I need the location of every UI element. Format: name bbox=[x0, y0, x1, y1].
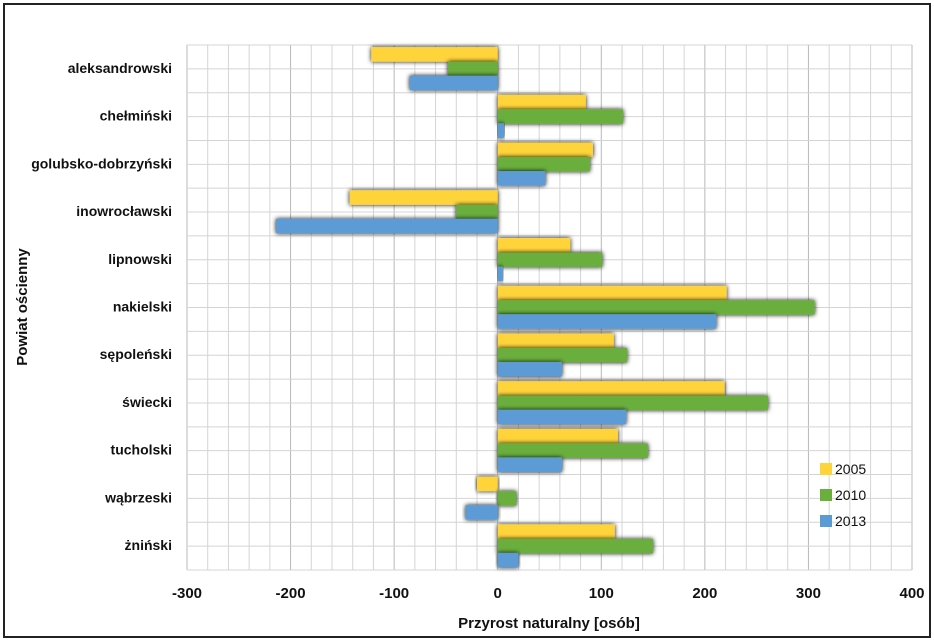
bar-2013-1 bbox=[497, 123, 504, 138]
bar-2005-2 bbox=[497, 142, 593, 158]
x-tick-label: 200 bbox=[692, 585, 717, 602]
x-tick-label: -200 bbox=[276, 585, 306, 602]
bar-2013-7 bbox=[497, 409, 627, 425]
bar-2005-6 bbox=[497, 333, 614, 348]
x-tick-label: 0 bbox=[494, 585, 502, 602]
bar-2005-7 bbox=[497, 381, 725, 396]
bar-2010-10 bbox=[497, 538, 654, 554]
bar-2005-3 bbox=[349, 190, 498, 205]
bar-2010-1 bbox=[497, 109, 624, 124]
category-label: chełmiński bbox=[100, 108, 172, 124]
category-label: lipnowski bbox=[108, 251, 172, 267]
legend-label-2013: 2013 bbox=[835, 513, 866, 529]
category-labels: aleksandrowski chełmiński golubsko-dobrzyń… bbox=[31, 60, 172, 553]
bar-2013-5 bbox=[497, 314, 717, 329]
bar-2005-10 bbox=[497, 524, 615, 539]
x-tick-labels: -300 -200 -100 0 100 200 300 400 bbox=[172, 585, 925, 602]
legend-label-2005: 2005 bbox=[835, 461, 866, 477]
category-label: świecki bbox=[122, 394, 172, 410]
category-label: inowrocławski bbox=[76, 203, 172, 219]
bars bbox=[276, 47, 815, 568]
category-label: żniński bbox=[125, 537, 172, 553]
bar-2010-2 bbox=[497, 157, 590, 172]
x-tick-label: 300 bbox=[796, 585, 821, 602]
legend: 2005 2010 2013 bbox=[820, 461, 866, 529]
bar-2013-8 bbox=[497, 457, 562, 472]
legend-swatch-2013 bbox=[820, 515, 832, 527]
bar-2005-4 bbox=[497, 238, 571, 253]
category-label: wąbrzeski bbox=[104, 489, 172, 505]
x-tick-label: -300 bbox=[172, 585, 202, 602]
x-tick-label: 400 bbox=[899, 585, 924, 602]
bar-2013-2 bbox=[497, 171, 546, 186]
bar-2010-3 bbox=[456, 204, 498, 220]
bar-2010-6 bbox=[497, 347, 628, 363]
y-axis-title: Powiat ościenny bbox=[14, 248, 31, 366]
x-tick-label: -100 bbox=[379, 585, 409, 602]
category-label: nakielski bbox=[113, 299, 172, 315]
bar-2013-3 bbox=[276, 218, 498, 234]
x-tick-label: 100 bbox=[589, 585, 614, 602]
bar-2005-1 bbox=[497, 94, 586, 110]
bar-2013-9 bbox=[465, 505, 498, 520]
bar-2005-8 bbox=[497, 428, 618, 444]
category-label: aleksandrowski bbox=[68, 60, 172, 76]
bar-2005-9 bbox=[477, 476, 498, 492]
legend-label-2010: 2010 bbox=[835, 487, 866, 503]
chart-frame bbox=[3, 3, 931, 638]
bar-2013-6 bbox=[497, 361, 562, 377]
legend-swatch-2005 bbox=[820, 463, 832, 475]
bar-2010-7 bbox=[497, 395, 769, 411]
bar-2013-4 bbox=[497, 266, 503, 282]
bar-2010-0 bbox=[448, 61, 498, 77]
category-label: tucholski bbox=[111, 442, 172, 458]
category-label: golubsko-dobrzyński bbox=[31, 155, 172, 171]
legend-swatch-2010 bbox=[820, 489, 832, 501]
x-axis-title: Przyrost naturalny [osób] bbox=[458, 615, 640, 632]
bar-2013-0 bbox=[409, 75, 498, 91]
bar-2010-9 bbox=[497, 491, 517, 506]
bar-2005-5 bbox=[497, 285, 727, 301]
bar-2010-8 bbox=[497, 443, 648, 458]
bar-2013-10 bbox=[497, 552, 519, 568]
bar-2010-4 bbox=[497, 252, 603, 268]
bar-2010-5 bbox=[497, 300, 815, 315]
category-label: sępoleński bbox=[100, 346, 172, 362]
bar-2005-0 bbox=[371, 47, 498, 62]
